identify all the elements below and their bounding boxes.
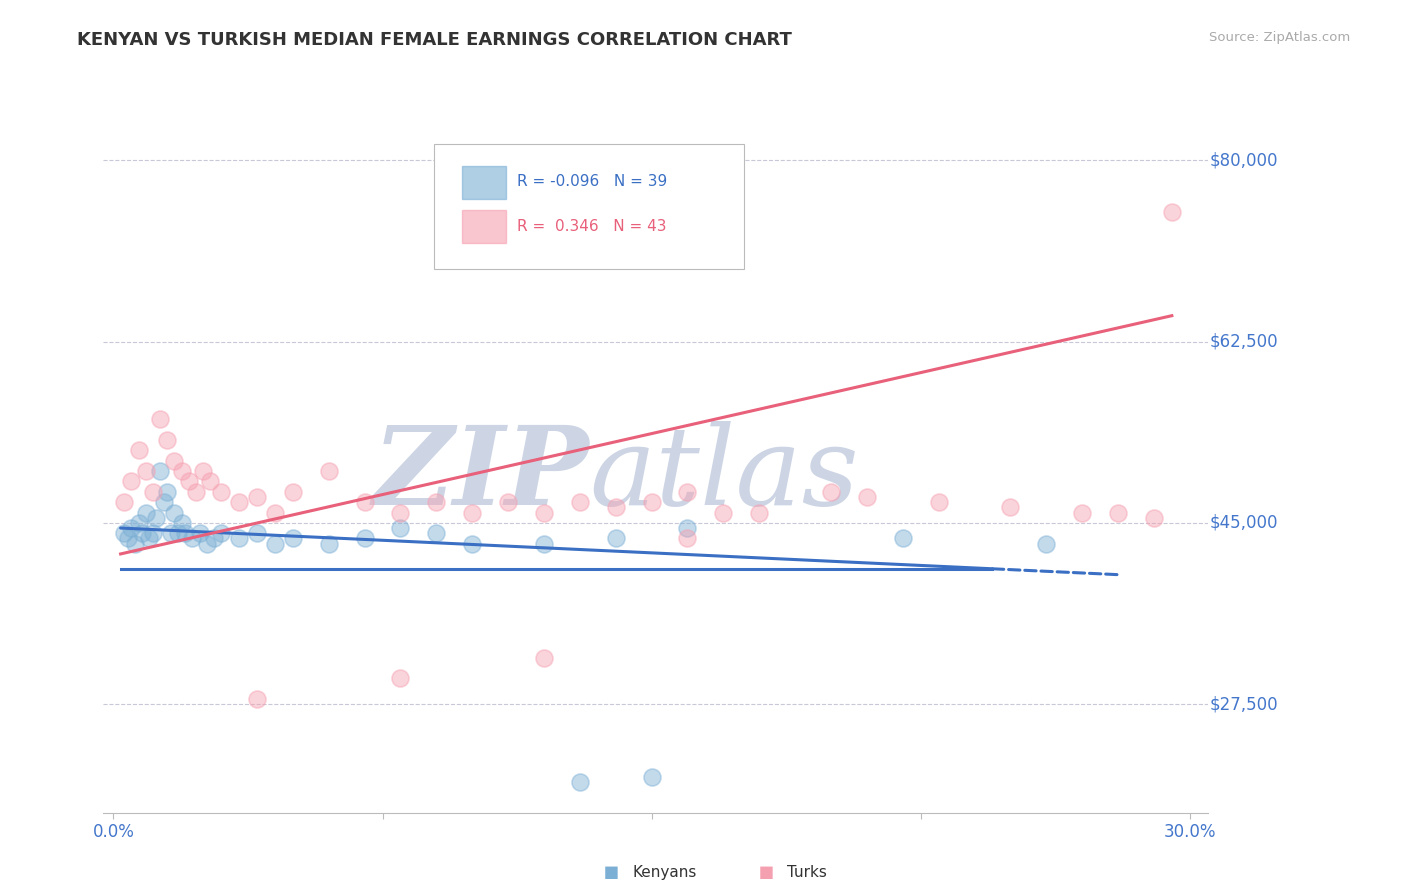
Point [159,526,181,541]
Point [263,536,285,550]
Point [928,495,950,509]
Point [209,526,232,541]
Text: KENYAN VS TURKISH MEDIAN FEMALE EARNINGS CORRELATION CHART: KENYAN VS TURKISH MEDIAN FEMALE EARNINGS… [77,31,792,49]
Point [124,536,146,550]
Point [142,526,165,541]
Point [389,671,412,685]
Point [120,475,142,489]
Point [748,506,770,520]
Point [263,506,285,520]
Point [318,536,340,550]
Point [353,495,375,509]
Point [533,506,555,520]
Text: Kenyans: Kenyans [633,865,697,880]
Point [605,500,627,515]
Point [461,536,484,550]
Point [461,506,484,520]
Point [1160,205,1182,219]
Point [170,516,193,530]
Text: $62,500: $62,500 [1211,333,1278,351]
Point [246,490,269,504]
Point [149,412,172,426]
Point [1071,506,1094,520]
Text: $80,000: $80,000 [1211,152,1278,169]
Point [281,532,304,546]
FancyBboxPatch shape [434,144,744,268]
Point [711,506,734,520]
Text: ▪: ▪ [603,861,620,884]
Point [533,650,555,665]
Point [112,526,135,541]
Bar [461,210,506,243]
Text: R = -0.096   N = 39: R = -0.096 N = 39 [517,174,668,189]
Point [156,433,179,447]
Point [184,484,207,499]
Point [640,770,662,784]
Point [202,532,225,546]
Point [1143,510,1166,524]
Point [142,484,165,499]
Text: $27,500: $27,500 [1211,695,1278,713]
Point [389,521,412,535]
Point [174,526,197,541]
Point [188,526,211,541]
Text: $45,000: $45,000 [1211,514,1278,532]
Point [640,495,662,509]
Point [163,506,186,520]
Point [353,532,375,546]
Point [135,464,157,478]
Point [496,495,519,509]
Point [605,532,627,546]
Point [425,526,447,541]
Point [177,475,200,489]
Point [170,464,193,478]
Point [152,495,174,509]
Point [128,443,150,458]
Point [246,526,269,541]
Point [191,464,214,478]
Text: atlas: atlas [589,421,859,528]
Point [676,484,699,499]
Text: ▪: ▪ [758,861,775,884]
Point [112,495,135,509]
Point [425,495,447,509]
Point [389,506,412,520]
Point [163,453,186,467]
Point [568,774,591,789]
Text: Source: ZipAtlas.com: Source: ZipAtlas.com [1209,31,1350,45]
Point [676,521,699,535]
Point [156,484,179,499]
Point [281,484,304,499]
Point [1000,500,1022,515]
Point [209,484,232,499]
Point [318,464,340,478]
Point [149,464,172,478]
Text: ZIP: ZIP [373,421,589,528]
Point [533,536,555,550]
Point [181,532,204,546]
Point [120,521,142,535]
Point [568,495,591,509]
Point [138,532,160,546]
Point [228,532,250,546]
Point [856,490,879,504]
Point [128,516,150,530]
Point [891,532,914,546]
Point [145,510,167,524]
Text: Turks: Turks [787,865,827,880]
Point [200,475,222,489]
Point [246,692,269,706]
Point [117,532,139,546]
Point [228,495,250,509]
Point [1035,536,1057,550]
Point [167,526,190,541]
Bar [461,166,506,199]
Point [820,484,842,499]
Text: R =  0.346   N = 43: R = 0.346 N = 43 [517,219,666,234]
Point [1107,506,1129,520]
Point [676,532,699,546]
Point [135,506,157,520]
Point [195,536,218,550]
Point [131,526,153,541]
